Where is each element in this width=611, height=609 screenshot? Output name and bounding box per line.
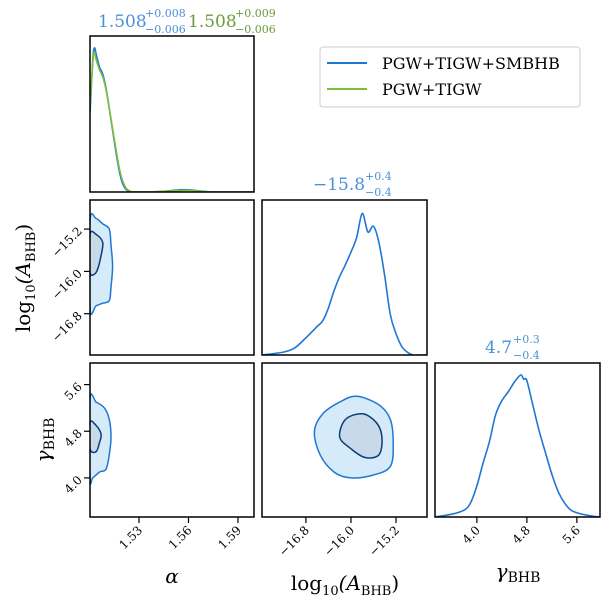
title-alpha-secondary-minus: −0.006: [235, 23, 276, 36]
xtick-label-log10_A_BHB-1: −16.0: [321, 523, 357, 559]
xtick-label-gamma_BHB-2: 5.6: [560, 523, 583, 546]
xtick-label-alpha-1: 1.56: [166, 523, 195, 552]
ytick-label-gamma_BHB-0: 4.0: [62, 473, 85, 496]
contour-1sigma-alpha_vs_gamma_BHB: [90, 420, 102, 454]
title-alpha-primary-plus: +0.008: [145, 7, 186, 20]
xlabel-logA: log10(ABHB): [291, 571, 399, 599]
panel-frame-0-0: [89, 35, 255, 193]
panel-frame-0-1: [89, 199, 255, 356]
title-logA-plus: +0.4: [365, 170, 392, 183]
title-gamma: 4.7: [485, 338, 512, 358]
xtick-label-gamma_BHB-1: 4.8: [510, 523, 533, 546]
title-logA: −15.8: [313, 175, 365, 195]
marginal-curve-gamma_BHB-primary: [435, 374, 600, 517]
xtick-label-alpha-2: 1.59: [215, 523, 244, 552]
xlabel-alpha: α: [165, 564, 179, 588]
xtick-label-log10_A_BHB-2: −15.2: [366, 523, 402, 559]
marginal-curve-log10_A_BHB-primary: [262, 212, 427, 355]
legend-label-primary: PGW+TIGW+SMBHB: [382, 54, 560, 73]
ytick-label-log10_A_BHB-2: −15.2: [49, 224, 85, 260]
title-logA-minus: −0.4: [365, 186, 392, 199]
title-alpha-primary: 1.508: [98, 12, 147, 32]
legend-label-secondary: PGW+TIGW: [382, 80, 482, 99]
ytick-label-log10_A_BHB-0: −16.8: [49, 309, 85, 345]
xtick-label-log10_A_BHB-0: −16.8: [276, 523, 312, 559]
title-gamma-minus: −0.4: [513, 349, 540, 362]
ylabel-gamma: γBHB: [31, 418, 58, 463]
legend: PGW+TIGW+SMBHB PGW+TIGW: [319, 46, 581, 108]
legend-frame: [319, 46, 581, 108]
marginal-curve-alpha-secondary: [90, 51, 254, 192]
title-alpha-secondary: 1.508: [188, 12, 237, 32]
title-alpha-primary-minus: −0.006: [145, 23, 186, 36]
title-alpha-secondary-plus: +0.009: [235, 7, 276, 20]
ytick-label-log10_A_BHB-1: −16.0: [49, 266, 85, 302]
panel-frame-1-1: [261, 199, 428, 356]
contour-1sigma-log10_A_BHB_vs_gamma_BHB: [338, 412, 383, 459]
marginal-curve-alpha-primary: [90, 47, 254, 192]
xlabel-gamma: γBHB: [496, 559, 541, 586]
ytick-label-gamma_BHB-1: 4.8: [62, 426, 85, 449]
xtick-label-alpha-0: 1.53: [116, 523, 145, 552]
panel-frame-2-2: [434, 362, 601, 518]
title-gamma-plus: +0.3: [513, 333, 540, 346]
panel-frame-1-2: [261, 362, 428, 518]
xtick-label-gamma_BHB-0: 4.0: [460, 523, 483, 546]
ylabel-logA: log10(ABHB): [11, 224, 39, 332]
panel-frame-0-2: [89, 362, 255, 518]
ytick-label-gamma_BHB-2: 5.6: [62, 380, 85, 403]
